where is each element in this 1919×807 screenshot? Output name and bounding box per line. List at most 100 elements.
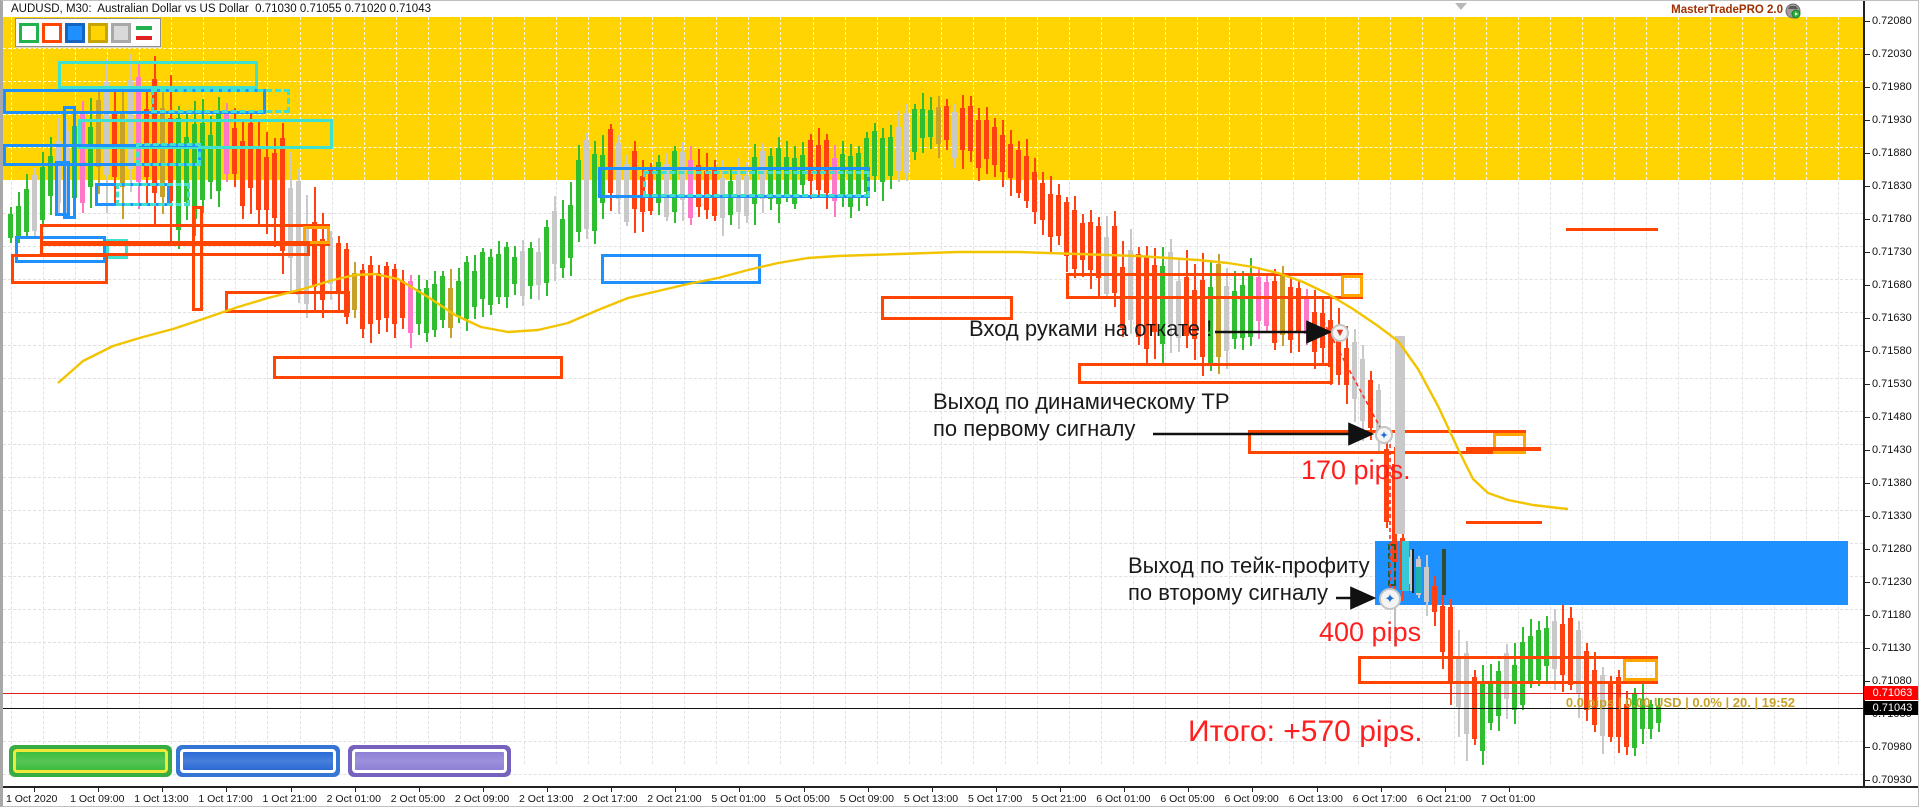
price-axis[interactable]: 0.72080 0.72030 0.71980 0.71930 0.71880 0.718… xyxy=(1863,1,1918,786)
price-label: 0.70980 xyxy=(1872,741,1912,753)
supply-zone-box[interactable] xyxy=(1341,275,1363,297)
entry-marker[interactable]: ▼ xyxy=(1331,324,1349,342)
candle xyxy=(784,157,789,196)
gridline-vertical xyxy=(1838,17,1840,180)
candle xyxy=(360,269,365,330)
bid-line[interactable] xyxy=(3,708,1863,709)
candle xyxy=(1024,156,1029,201)
candle xyxy=(1584,650,1589,711)
gridline-vertical xyxy=(844,17,846,180)
candle xyxy=(1368,379,1373,429)
candle xyxy=(216,112,221,191)
price-label: 0.71680 xyxy=(1872,279,1912,291)
gridline-vertical xyxy=(299,17,301,180)
candle xyxy=(600,155,605,204)
gridline-vertical xyxy=(1325,17,1327,180)
tool-yellow-box-tool-button[interactable] xyxy=(88,22,108,43)
supply-zone-box[interactable] xyxy=(192,206,203,311)
candle xyxy=(592,154,597,231)
demand-zone-box[interactable] xyxy=(136,143,201,166)
brand-label: MasterTradePRO 2.0 xyxy=(1671,4,1783,16)
highlight-bar xyxy=(1395,336,1405,534)
tool-gray-box-tool-button[interactable] xyxy=(111,22,131,43)
candle xyxy=(864,137,869,192)
candle xyxy=(1480,684,1485,752)
supply-zone-box[interactable] xyxy=(1358,656,1658,684)
demand-zone-box[interactable] xyxy=(643,171,870,197)
time-tick xyxy=(995,788,997,792)
demand-zone-box[interactable] xyxy=(151,89,290,113)
price-tick xyxy=(1865,450,1870,451)
price-tick xyxy=(1865,615,1870,616)
tool-blue-box-tool-button[interactable] xyxy=(65,22,85,43)
annotation-entry[interactable]: Вход руками на откате ! xyxy=(969,316,1213,341)
time-label: 2 Oct 17:00 xyxy=(583,793,638,805)
time-tick xyxy=(226,788,228,792)
pips-label: 170 pips. xyxy=(1301,455,1411,485)
candle xyxy=(1616,677,1621,737)
gridline-horizontal xyxy=(3,675,1863,676)
level-line[interactable] xyxy=(1466,521,1542,524)
supply-zone-box[interactable] xyxy=(11,254,108,284)
gridline-vertical xyxy=(491,17,493,180)
annotation-exit2[interactable]: Выход по тейк-профиту по второму сигналу xyxy=(1128,553,1370,606)
time-tick xyxy=(1444,788,1446,792)
supply-zone-box[interactable] xyxy=(303,226,330,244)
gridline-vertical xyxy=(1229,17,1231,180)
take-profit-zone[interactable] xyxy=(1375,541,1848,605)
price-label: 0.71230 xyxy=(1872,576,1912,588)
candle xyxy=(1656,706,1661,723)
stop-line[interactable] xyxy=(3,693,1863,694)
exit-marker-1[interactable]: ✦ xyxy=(1375,426,1393,444)
gridline-vertical xyxy=(331,17,333,180)
price-label: 0.71130 xyxy=(1872,642,1911,654)
candle xyxy=(40,167,45,220)
pips-label: 400 pips xyxy=(1319,617,1422,647)
annotation-exit1[interactable]: Выход по динамическому TP по первому сиг… xyxy=(933,389,1230,442)
exit-marker-2[interactable]: ✦ xyxy=(1379,588,1401,610)
demand-zone-box[interactable] xyxy=(55,161,70,216)
tool-orange-box-tool-button[interactable] xyxy=(42,22,62,43)
candle xyxy=(608,128,613,194)
gridline-vertical xyxy=(716,17,718,180)
candle xyxy=(888,136,893,176)
candle xyxy=(936,106,941,144)
candle xyxy=(968,105,973,151)
supply-zone-box[interactable] xyxy=(273,356,563,379)
candle xyxy=(264,157,269,210)
gridline-vertical xyxy=(11,17,12,180)
time-label: 6 Oct 21:00 xyxy=(1416,793,1472,805)
level-line[interactable] xyxy=(1566,228,1658,231)
level-line[interactable] xyxy=(1466,447,1541,451)
supply-zone-box[interactable] xyxy=(225,291,350,313)
supply-zone-box[interactable] xyxy=(1066,273,1363,299)
candle xyxy=(552,211,557,264)
time-axis[interactable]: 1 Oct 2020 1 Oct 09:00 1 Oct 13:00 1 Oct 17… xyxy=(3,786,1918,806)
signal-bar-purple[interactable] xyxy=(348,745,511,777)
gridline-vertical xyxy=(395,17,397,180)
time-label: 1 Oct 13:00 xyxy=(134,793,189,805)
chart-shift-triangle-icon[interactable] xyxy=(1455,3,1467,10)
time-label: 6 Oct 09:00 xyxy=(1224,793,1279,805)
time-label: 6 Oct 17:00 xyxy=(1352,793,1408,805)
signal-bar-green[interactable] xyxy=(9,745,172,777)
demand-zone-box[interactable] xyxy=(3,89,266,114)
candle xyxy=(32,175,37,231)
demand-zone-box[interactable] xyxy=(78,119,333,149)
tool-bars-tool-button[interactable] xyxy=(134,22,154,43)
supply-zone-box[interactable] xyxy=(1078,363,1333,384)
demand-zone-box[interactable] xyxy=(58,61,258,89)
demand-zone-box[interactable] xyxy=(601,254,761,284)
chart-area[interactable]: ▼ ✦ ✦ Вход руками на откате ! Выход по дина… xyxy=(3,1,1863,786)
demand-zone-box[interactable] xyxy=(116,183,190,206)
time-label: 2 Oct 01:00 xyxy=(326,793,381,805)
gridline-horizontal xyxy=(3,642,1863,643)
candle xyxy=(696,164,701,208)
tool-green-box-tool-button[interactable] xyxy=(19,22,39,43)
gridline-horizontal xyxy=(3,246,1863,247)
price-label: 0.71480 xyxy=(1872,411,1912,423)
price-tick xyxy=(1865,417,1870,418)
supply-zone-box[interactable] xyxy=(1623,659,1658,681)
signal-bar-blue[interactable] xyxy=(176,745,340,777)
candle xyxy=(480,252,485,300)
